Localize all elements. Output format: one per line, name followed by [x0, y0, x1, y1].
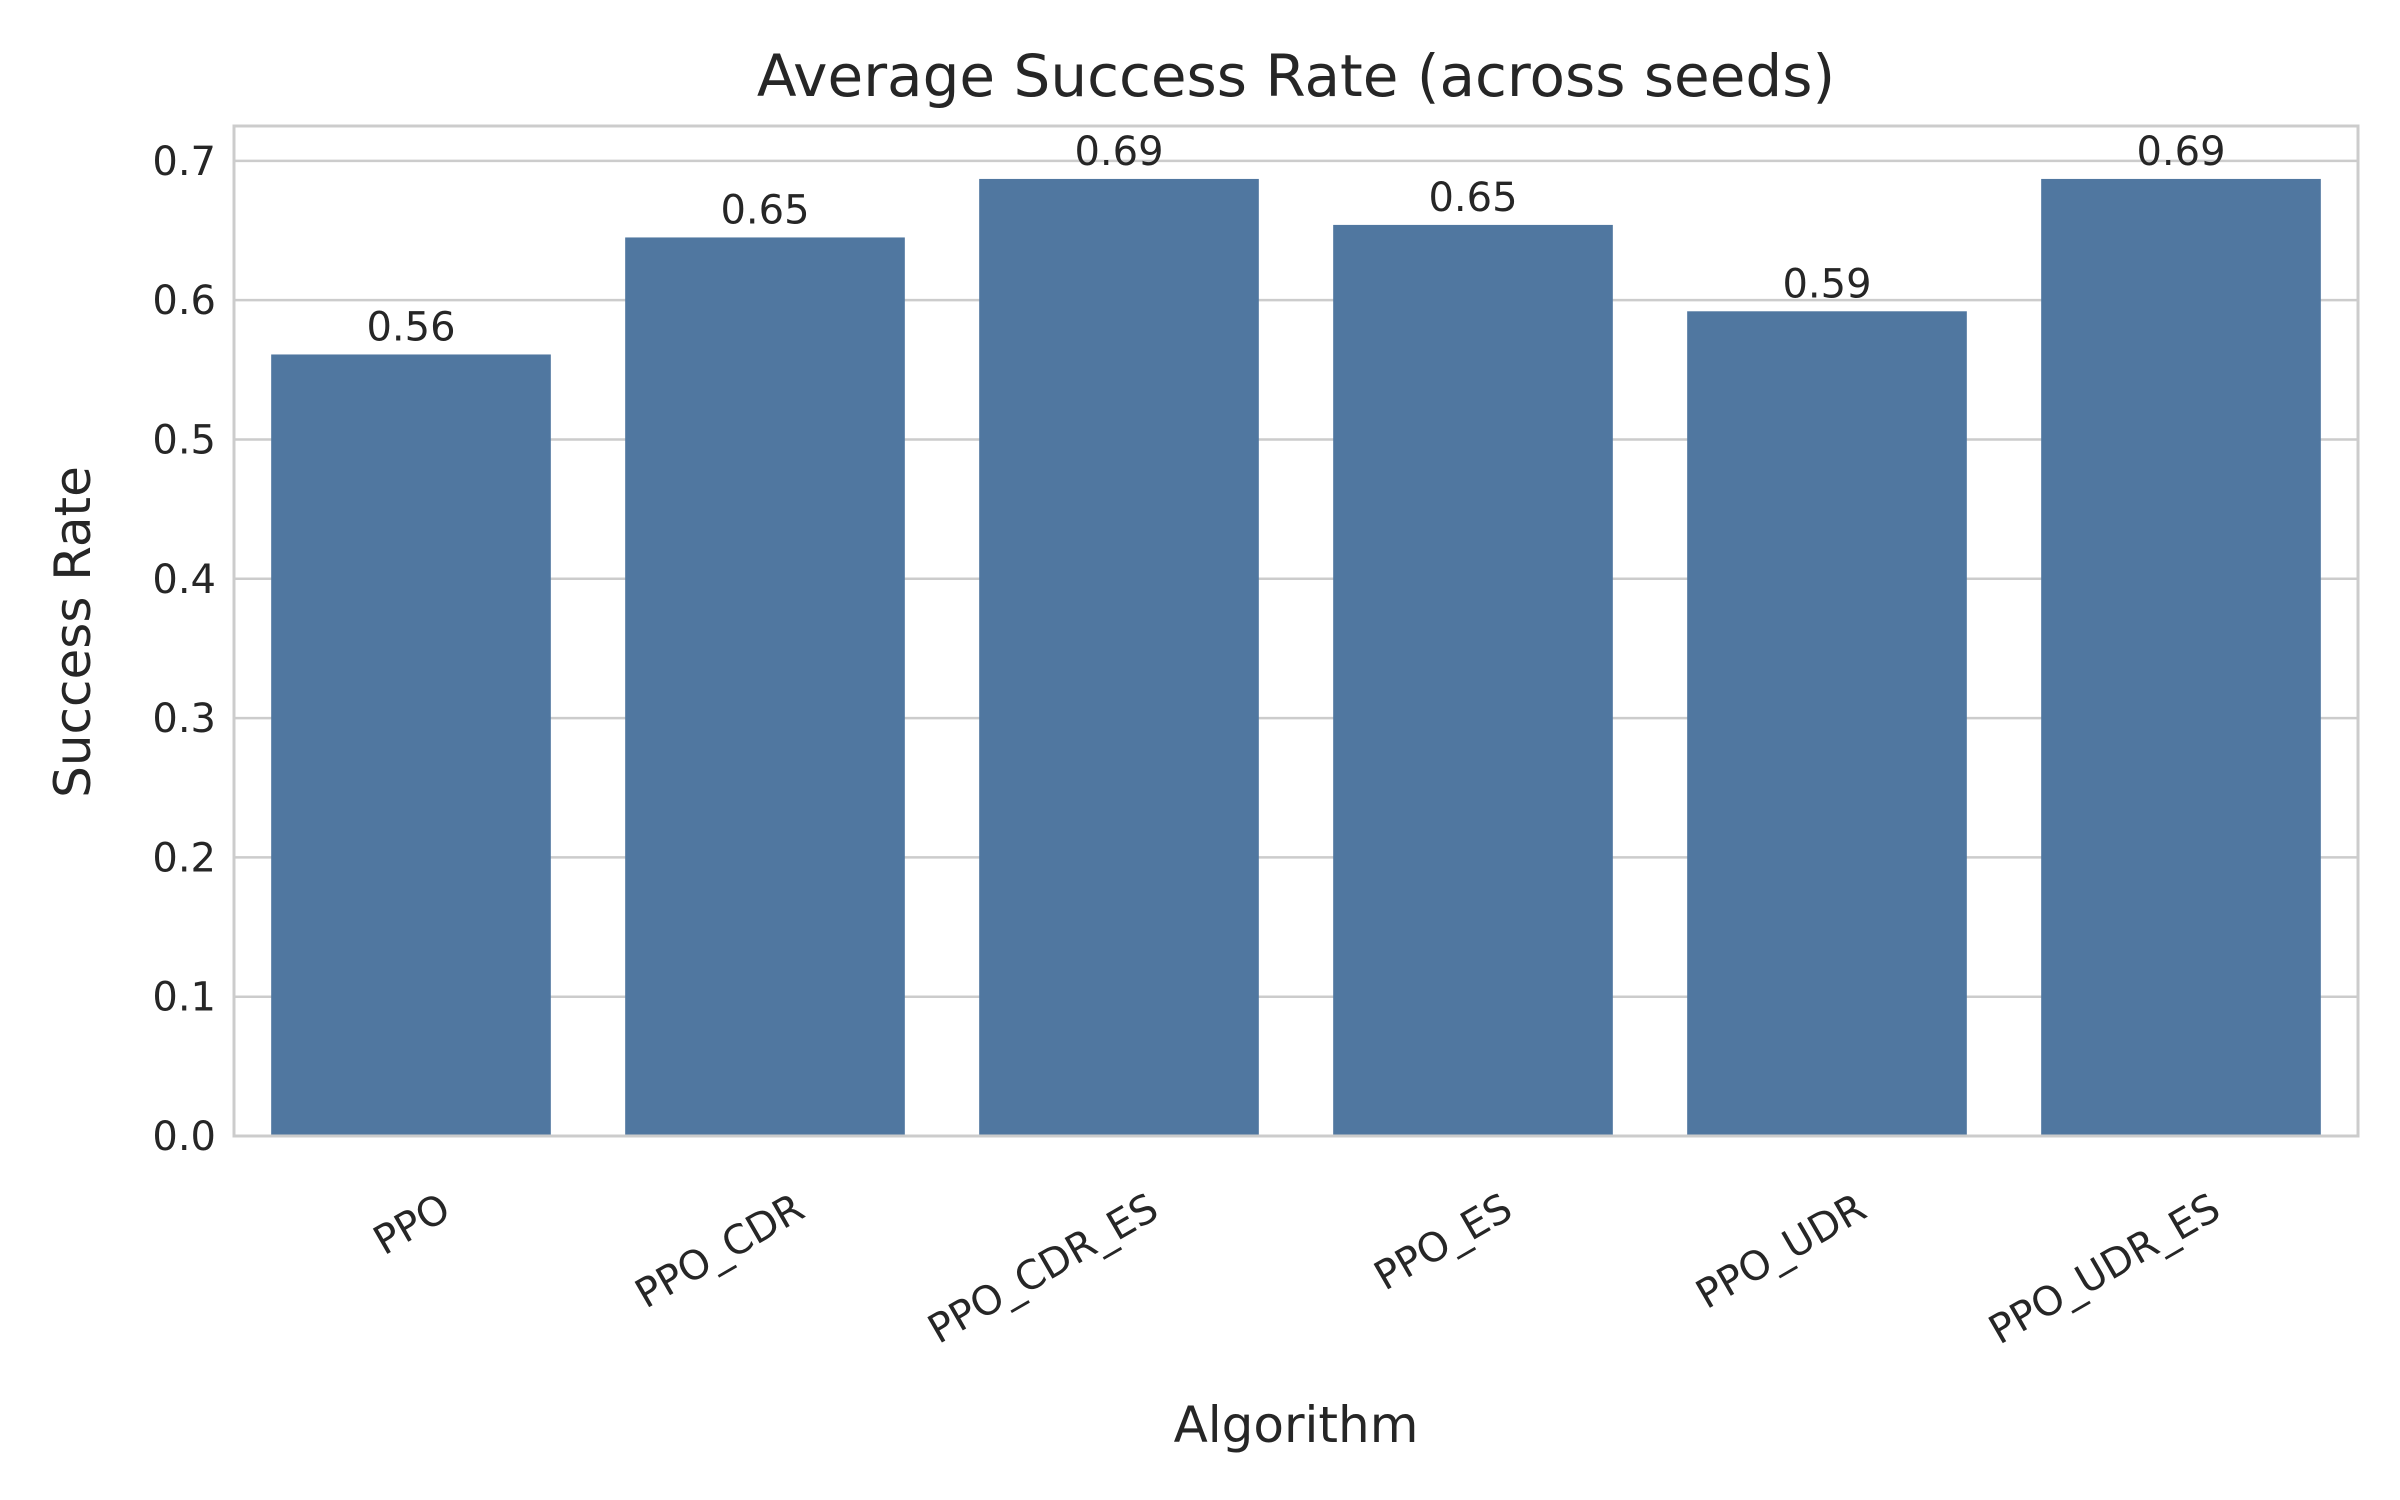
- bars: [271, 178, 2321, 1137]
- bar-value-label: 0.59: [1782, 261, 1871, 307]
- x-axis-label: Algorithm: [1174, 1396, 1419, 1454]
- bar-value-label: 0.69: [2136, 129, 2225, 175]
- y-tick-label: 0.2: [152, 835, 216, 881]
- y-tick-label: 0.0: [152, 1114, 216, 1160]
- y-tick-labels: 0.0 0.1 0.2 0.3 0.4 0.5 0.6 0.7: [152, 139, 216, 1160]
- x-tick-label: PPO_UDR_ES: [1981, 1185, 2228, 1354]
- x-tick-label: PPO_CDR: [628, 1185, 812, 1318]
- gridlines: [234, 159, 2358, 1138]
- bar: [271, 354, 551, 1136]
- bar: [1333, 224, 1613, 1136]
- bar: [625, 237, 905, 1137]
- y-axis-label: Success Rate: [44, 466, 102, 798]
- y-tick-label: 0.3: [152, 696, 216, 742]
- bar-value-label: 0.56: [366, 304, 455, 350]
- bar-value-label: 0.65: [1428, 175, 1517, 221]
- x-tick-label: PPO: [366, 1185, 458, 1265]
- bar-value-label: 0.69: [1074, 129, 1163, 175]
- y-tick-label: 0.4: [152, 557, 216, 603]
- x-tick-label: PPO_ES: [1367, 1185, 1520, 1300]
- x-tick-label: PPO_UDR: [1689, 1185, 1874, 1319]
- y-tick-label: 0.6: [152, 278, 216, 324]
- y-tick-label: 0.7: [152, 139, 216, 185]
- plot-frame: [232, 124, 2360, 1138]
- x-tick-label: PPO_CDR_ES: [920, 1185, 1166, 1353]
- bar-value-label: 0.65: [720, 187, 809, 233]
- chart-title: Average Success Rate (across seeds): [757, 42, 1835, 110]
- bar: [1687, 311, 1967, 1137]
- bar-value-labels: 0.56 0.65 0.69 0.65 0.59 0.69: [366, 129, 2225, 351]
- y-tick-label: 0.1: [152, 975, 216, 1021]
- x-tick-labels: PPO PPO_CDR PPO_CDR_ES PPO_ES PPO_UDR PPO_UDR…: [366, 1185, 2228, 1354]
- bar: [2041, 178, 2321, 1136]
- y-tick-label: 0.5: [152, 417, 216, 463]
- bar: [979, 178, 1259, 1136]
